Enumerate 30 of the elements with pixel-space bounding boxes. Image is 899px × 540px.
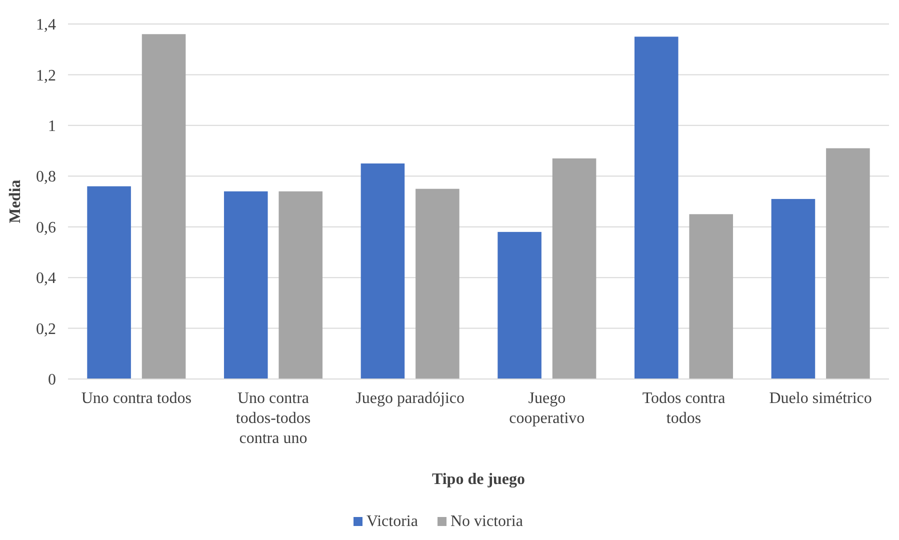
y-tick-label: 1	[48, 118, 56, 136]
legend-label: Victoria	[366, 513, 418, 530]
bar	[360, 163, 405, 379]
bar	[689, 214, 734, 379]
x-tick-label: Todos contra todos	[642, 390, 726, 427]
y-tick-label: 0,4	[36, 270, 56, 288]
y-tick-label: 0,6	[36, 219, 56, 236]
bar	[278, 191, 323, 379]
x-tick-label: Duelo simétrico	[769, 390, 872, 407]
x-tick-label: Uno contra todos-todos contra uno	[236, 390, 311, 447]
bar	[498, 232, 542, 379]
bar	[142, 34, 186, 379]
bar	[634, 36, 678, 379]
bar	[771, 198, 816, 379]
bar	[826, 148, 870, 379]
x-tick-label: Uno contra todos	[81, 390, 192, 407]
x-axis-title: Tipo de juego	[432, 471, 526, 488]
bar	[552, 158, 596, 379]
y-tick-label: 1,4	[36, 16, 56, 34]
x-tick-label: Juego cooperativo	[509, 390, 585, 427]
y-tick-label: 0,8	[36, 168, 56, 186]
y-axis-title: Media	[7, 180, 24, 224]
legend-label: No victoria	[450, 513, 523, 530]
y-tick-label: 0,2	[36, 320, 56, 338]
y-tick-label: 0	[48, 372, 56, 389]
bar	[224, 191, 268, 379]
y-tick-label: 1,2	[36, 67, 56, 84]
bar	[87, 186, 131, 379]
x-tick-label: Juego paradójico	[356, 390, 465, 407]
bar	[416, 188, 460, 379]
